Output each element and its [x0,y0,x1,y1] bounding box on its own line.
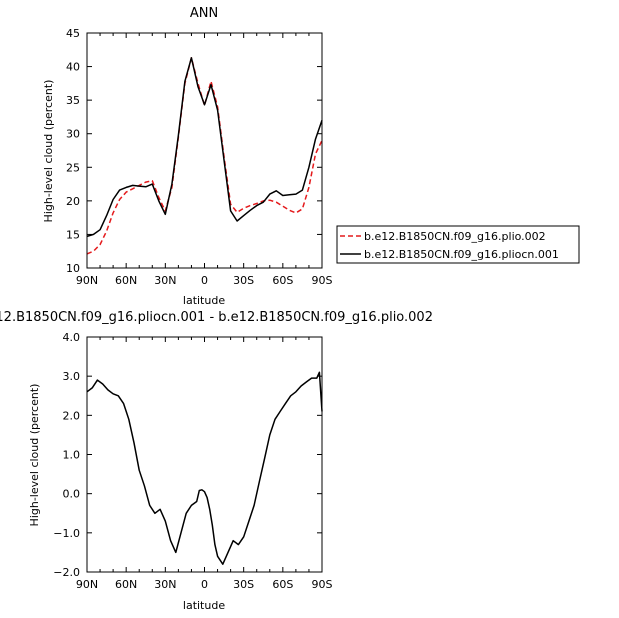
x-tick-label: 30S [233,578,254,591]
top-y-axis-label: High-level cloud (percent) [42,80,55,223]
top-x-axis-label: latitude [183,294,225,307]
y-tick-label: 4.0 [63,331,81,344]
x-tick-label: 30N [154,578,176,591]
top-plot-frame [86,32,323,269]
y-tick-label: 25 [66,161,80,174]
y-tick-label: −2.0 [53,566,80,579]
x-tick-label: 90N [76,274,98,287]
legend-label-series-1: b.e12.B1850CN.f09_g16.plio.002 [364,230,546,243]
x-tick-label: 0 [201,578,208,591]
x-tick-label: 60S [272,578,293,591]
x-tick-label: 90S [312,578,333,591]
x-tick-label: 90N [76,578,98,591]
y-tick-label: 45 [66,27,80,40]
bottom-series-lines [86,371,323,565]
y-tick-label: 10 [66,262,80,275]
series-line-2 [86,57,323,238]
y-tick-label: 2.0 [63,409,81,422]
bottom-plot-frame [86,336,323,573]
y-tick-label: 1.0 [63,449,81,462]
x-tick-label: 30N [154,274,176,287]
top-series-lines [86,57,323,255]
bottom-ticks: −2.0 −1.0 0.0 1.0 2.0 3.0 4.0 90N 60N 30N 0 30S 60S 9… [53,331,332,591]
x-tick-label: 60S [272,274,293,287]
top-panel: ANN High-level cloud (percent) latitude … [42,6,333,307]
bottom-x-axis-label: latitude [183,599,225,612]
bottom-panel: b.e12.B1850CN.f09_g16.pliocn.001 - b.e12… [0,310,433,612]
y-tick-label: 15 [66,228,80,241]
series-line-1 [86,371,323,565]
series-line-1 [86,57,323,255]
legend-box [336,225,580,264]
bottom-chart-title: b.e12.B1850CN.f09_g16.pliocn.001 - b.e12… [0,310,433,325]
y-tick-label: 20 [66,195,80,208]
y-tick-label: 40 [66,61,80,74]
x-tick-label: 90S [312,274,333,287]
y-tick-label: 0.0 [63,488,81,501]
legend: b.e12.B1850CN.f09_g16.plio.002 b.e12.B18… [336,225,580,264]
top-ticks: 10 15 20 25 30 35 40 45 90N 60N 30N 0 30S 60S 90S [66,27,333,287]
x-tick-label: 0 [201,274,208,287]
y-tick-label: 3.0 [63,370,81,383]
y-tick-label: −1.0 [53,527,80,540]
y-tick-label: 30 [66,128,80,141]
x-tick-label: 60N [115,578,137,591]
legend-label-series-2: b.e12.B1850CN.f09_g16.pliocn.001 [364,248,559,261]
bottom-y-axis-label: High-level cloud (percent) [28,384,41,527]
x-tick-label: 60N [115,274,137,287]
y-tick-label: 35 [66,94,80,107]
x-tick-label: 30S [233,274,254,287]
top-chart-title: ANN [190,6,218,21]
